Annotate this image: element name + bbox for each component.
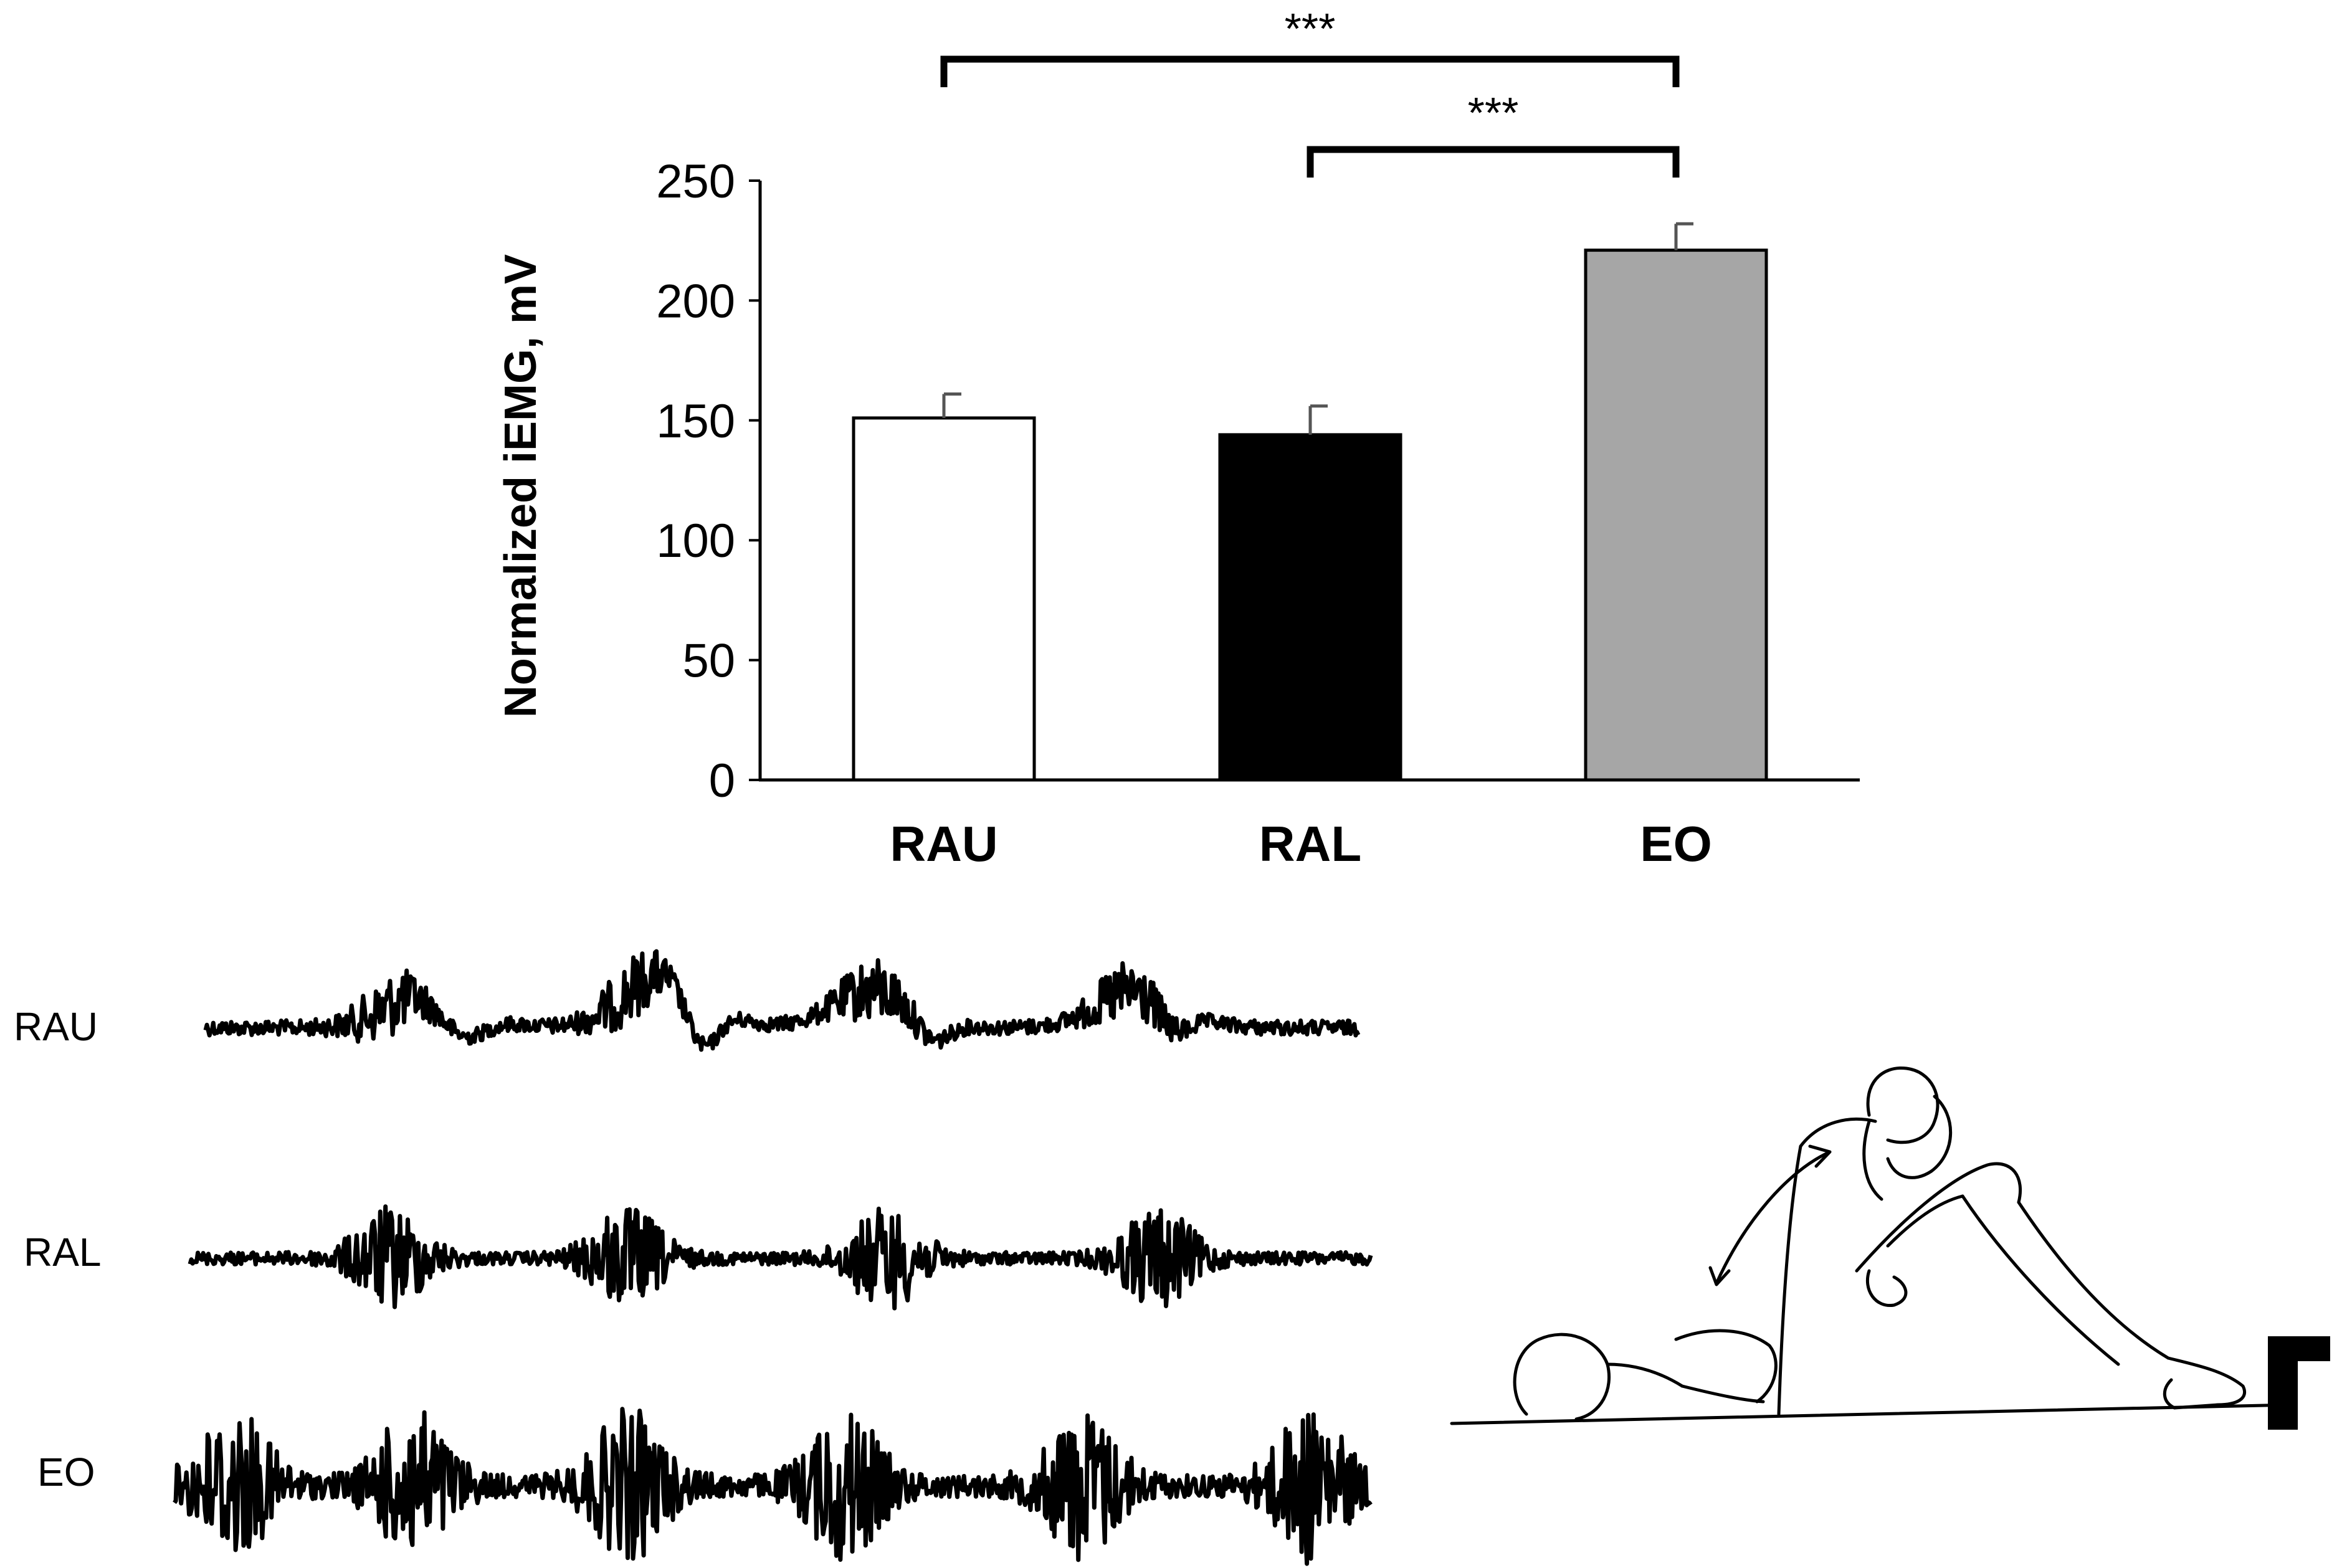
emg-trace-eo (173, 1407, 1373, 1566)
trace-label-ral: RAL (24, 1230, 102, 1275)
significance-bracket (1307, 146, 1680, 178)
bar-ral (1218, 433, 1402, 782)
emg-traces-panel: RAU RAL EO (14, 949, 1373, 1566)
trace-label-eo: EO (37, 1450, 95, 1494)
category-label-ral: RAL (1259, 816, 1361, 872)
significance-bracket (940, 55, 1680, 87)
y-tick-label: 100 (656, 515, 735, 568)
y-tick-label: 150 (656, 395, 735, 448)
trace-label-rau: RAU (14, 1004, 98, 1049)
y-tick-label: 250 (656, 155, 735, 208)
y-tick-label: 50 (682, 635, 735, 688)
emg-trace-rau (203, 949, 1361, 1052)
sit-up-exercise-drawing (1450, 1066, 2295, 1425)
foot-anchor-block (2268, 1336, 2330, 1430)
significance-label: *** (1468, 88, 1519, 137)
y-tick-label: 200 (656, 275, 735, 328)
category-label-eo: EO (1640, 816, 1712, 872)
category-label-rau: RAU (890, 816, 997, 872)
significance-label: *** (1285, 4, 1336, 53)
bar-rau (852, 416, 1036, 782)
emg-trace-ral (188, 1204, 1373, 1311)
y-tick-label: 0 (709, 754, 735, 807)
bar-eo (1584, 249, 1768, 782)
y-axis-label: Normalized iEMG, mV (496, 254, 546, 718)
bar-chart: Normalized iEMG, mV 0 50 100 150 200 250 RAU R… (496, 4, 1860, 872)
